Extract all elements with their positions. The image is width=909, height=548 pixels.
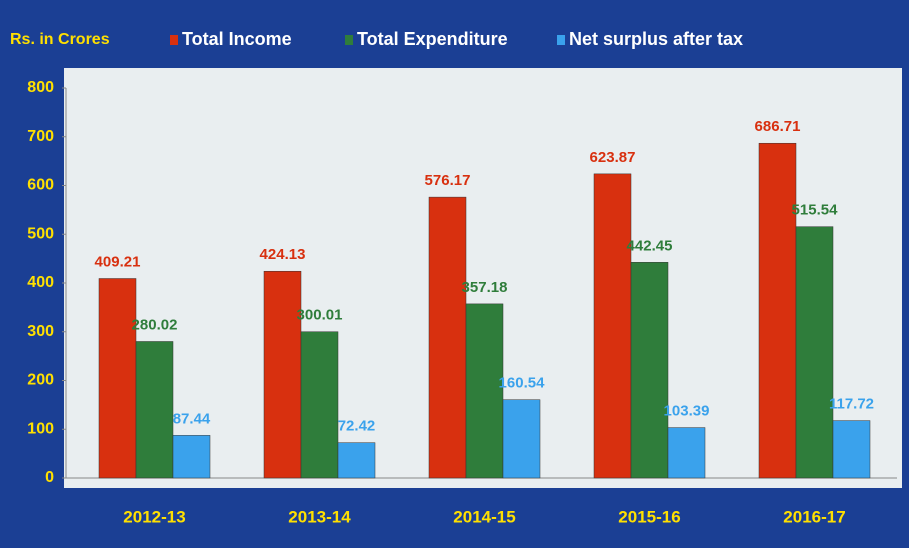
x-tick-label: 2013-14 — [288, 507, 351, 526]
bar — [593, 173, 632, 479]
y-tick-label: 200 — [27, 372, 54, 389]
bar — [98, 278, 137, 479]
y-tick-label: 600 — [27, 177, 54, 194]
y-tick-label: 0 — [45, 469, 54, 486]
bar — [300, 331, 339, 479]
legend-label: Total Income — [182, 29, 292, 49]
bar — [630, 262, 669, 479]
value-label: 117.72 — [829, 396, 874, 413]
bar — [465, 303, 504, 479]
x-tick-label: 2012-13 — [123, 507, 185, 526]
bar — [428, 196, 467, 479]
bar — [832, 420, 871, 479]
bar — [337, 442, 376, 479]
bar — [667, 427, 706, 479]
value-label: 357.18 — [462, 279, 508, 296]
y-tick-label: 800 — [27, 79, 54, 96]
value-label: 576.17 — [425, 172, 471, 189]
value-label: 686.71 — [755, 118, 801, 135]
value-label: 72.42 — [338, 418, 376, 435]
bar — [795, 226, 834, 479]
x-tick-label: 2016-17 — [783, 507, 845, 526]
value-label: 103.39 — [664, 403, 710, 420]
x-tick-label: 2015-16 — [618, 507, 680, 526]
legend-swatch — [557, 35, 565, 45]
y-axis-label: Rs. in Crores — [10, 31, 110, 48]
y-tick-label: 500 — [27, 225, 54, 242]
value-label: 300.01 — [297, 307, 343, 324]
bar — [502, 399, 541, 479]
bar — [758, 142, 797, 479]
value-label: 280.02 — [132, 316, 178, 333]
bar — [263, 270, 302, 479]
bar — [135, 341, 174, 479]
x-tick-label: 2014-15 — [453, 507, 515, 526]
legend-label: Net surplus after tax — [569, 29, 743, 49]
value-label: 515.54 — [792, 202, 839, 219]
value-label: 424.13 — [260, 246, 306, 263]
value-label: 87.44 — [173, 410, 211, 427]
value-label: 160.54 — [499, 375, 546, 392]
y-tick-label: 100 — [27, 420, 54, 437]
value-label: 442.45 — [627, 237, 673, 254]
y-tick-label: 300 — [27, 323, 54, 340]
bar — [172, 435, 211, 479]
value-label: 409.21 — [95, 253, 141, 270]
legend-swatch — [345, 35, 353, 45]
legend-label: Total Expenditure — [357, 29, 508, 49]
legend-swatch — [170, 35, 178, 45]
value-label: 623.87 — [590, 149, 636, 166]
y-tick-label: 400 — [27, 274, 54, 291]
y-tick-label: 700 — [27, 128, 54, 145]
